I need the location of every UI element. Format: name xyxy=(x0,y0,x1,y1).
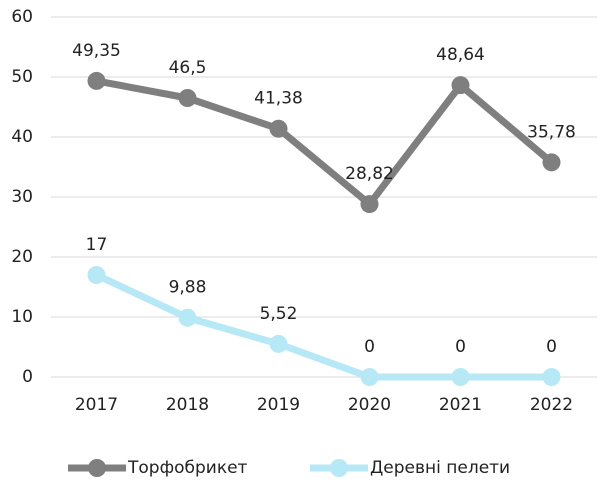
y-tick-label: 20 xyxy=(11,247,33,267)
data-label: 49,35 xyxy=(72,41,121,61)
x-tick-label: 2021 xyxy=(439,395,482,415)
data-label: 5,52 xyxy=(260,304,298,324)
marker xyxy=(87,71,106,90)
legend-label: Торфобрикет xyxy=(127,458,248,478)
marker xyxy=(360,368,379,386)
legend-label: Деревні пелети xyxy=(370,458,510,478)
y-tick-label: 10 xyxy=(11,307,33,327)
legend-marker xyxy=(88,459,106,477)
y-tick-label: 50 xyxy=(11,67,33,87)
data-label: 0 xyxy=(455,337,466,357)
y-tick-label: 40 xyxy=(11,127,33,147)
data-label: 46,5 xyxy=(169,58,207,78)
marker xyxy=(269,119,288,138)
data-label: 0 xyxy=(546,337,557,357)
marker xyxy=(178,89,197,107)
x-tick-label: 2022 xyxy=(530,395,573,415)
marker xyxy=(178,308,197,327)
series-line xyxy=(95,271,552,381)
data-label: 41,38 xyxy=(254,89,303,109)
data-label: 35,78 xyxy=(527,122,576,142)
marker xyxy=(542,153,561,172)
marker xyxy=(542,368,561,386)
x-tick-label: 2017 xyxy=(75,395,118,415)
data-label: 17 xyxy=(86,235,108,255)
x-tick-label: 2020 xyxy=(348,395,391,415)
y-tick-label: 60 xyxy=(11,7,33,27)
marker xyxy=(451,76,470,95)
marker xyxy=(87,266,106,284)
data-label: 0 xyxy=(364,337,375,357)
data-label: 9,88 xyxy=(169,278,207,298)
data-label: 48,64 xyxy=(436,45,485,65)
x-tick-label: 2018 xyxy=(166,395,209,415)
y-tick-label: 30 xyxy=(11,187,33,207)
data-label: 28,82 xyxy=(345,164,394,184)
marker xyxy=(269,334,288,353)
marker xyxy=(451,368,470,386)
legend-marker xyxy=(330,459,348,477)
series-line xyxy=(95,77,554,208)
y-tick-label: 0 xyxy=(22,367,33,387)
x-tick-label: 2019 xyxy=(257,395,300,415)
marker xyxy=(360,195,379,214)
